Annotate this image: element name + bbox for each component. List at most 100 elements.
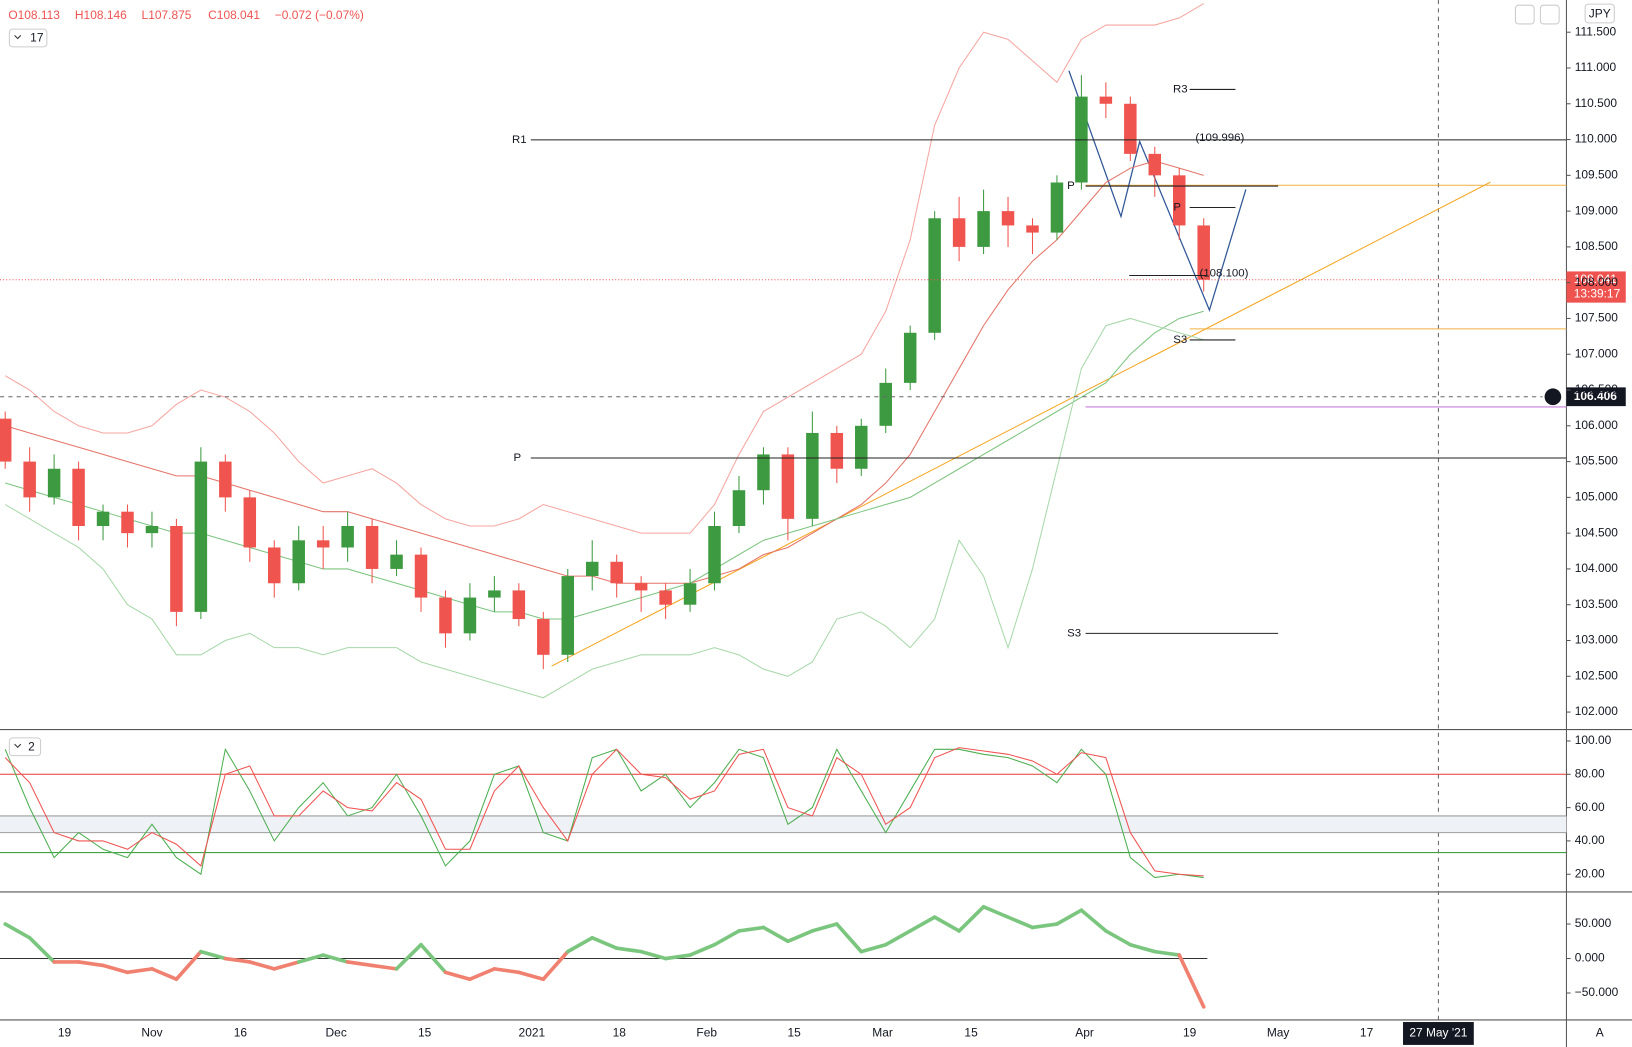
candle-body (977, 211, 990, 247)
oscillator-segment (932, 915, 961, 933)
pivot-label: S3 (1067, 627, 1081, 639)
y-tick-label: 20.00 (1575, 866, 1605, 880)
sub-indicator-toggle[interactable] (8, 737, 42, 757)
pivot-value-label: (108.100) (1200, 267, 1249, 279)
oscillator-segment (614, 946, 643, 954)
x-tick-label: Apr (1075, 1026, 1094, 1040)
candle-body (879, 382, 892, 426)
countdown: 13:39:17 (1574, 286, 1621, 300)
oscillator-segment (1006, 915, 1035, 930)
y-tick-label: 104.000 (1575, 561, 1619, 575)
candle-body (903, 332, 917, 383)
oscillator-segment (419, 942, 448, 975)
oscillator-segment (3, 922, 32, 940)
y-tick-label: 109.500 (1575, 167, 1619, 181)
add-alert-button[interactable] (1544, 388, 1562, 406)
oscillator-segment (223, 956, 252, 964)
currency-box[interactable] (1584, 3, 1615, 24)
ohlc-close: C108.041 (208, 8, 260, 22)
y-tick-label: 100.00 (1575, 733, 1612, 747)
y-tick-label: 108.500 (1575, 239, 1619, 253)
sub-indicator-count: 2 (28, 739, 35, 753)
candle-body (855, 425, 868, 469)
pivot-label: P (1067, 180, 1075, 192)
oscillator-segment (565, 936, 595, 954)
y-tick-label: 50.000 (1575, 916, 1612, 930)
oscillator-segment (834, 922, 864, 954)
mid-band (0, 815, 1567, 833)
oscillator-segment (908, 915, 937, 933)
x-tick-label: Nov (141, 1026, 162, 1040)
y-tick-label: 105.000 (1575, 490, 1619, 504)
y-tick-label: 106.000 (1575, 418, 1619, 432)
last-price: 108.041 (1574, 272, 1618, 286)
candle-body (585, 561, 599, 577)
oscillator-segment (590, 936, 619, 950)
y-tick-label: 110.500 (1575, 96, 1618, 110)
oscillator-segment (541, 949, 570, 982)
candle-body (708, 526, 721, 584)
y-tick-label: 106.500 (1575, 382, 1619, 396)
candle-body (47, 468, 61, 498)
candle-body (463, 597, 477, 634)
candle-body (512, 590, 526, 620)
scroll-button[interactable] (1514, 4, 1535, 25)
candle-body (121, 511, 134, 534)
oscillator-segment (737, 925, 766, 933)
indicator-line (4, 747, 1204, 879)
ohlc-high: H108.146 (75, 8, 127, 22)
oscillator-segment (468, 967, 497, 982)
x-tick-label: 17 (1360, 1026, 1374, 1040)
candle-body (610, 561, 623, 584)
oscillator-segment (859, 942, 888, 954)
reset-button[interactable] (1539, 4, 1560, 25)
candle-body (414, 554, 428, 598)
candle-body (634, 583, 648, 591)
x-tick-label: 18 (613, 1026, 627, 1040)
candle-body (928, 218, 941, 333)
y-tick-label: 104.500 (1575, 525, 1619, 539)
oscillator-segment (370, 963, 399, 971)
candle-body (1001, 211, 1015, 226)
candle-body (292, 540, 305, 584)
oscillator-segment (810, 922, 839, 933)
x-tick-label: Mar (872, 1026, 893, 1040)
indicator-count: 17 (30, 31, 44, 45)
x-tick-label: 15 (787, 1026, 801, 1040)
auto-scale[interactable]: A (1596, 1026, 1604, 1040)
candle-body (1124, 103, 1137, 154)
candle-body (365, 526, 379, 569)
y-tick-label: 110.000 (1575, 132, 1618, 146)
oscillator-segment (761, 925, 790, 944)
indicator-line (4, 317, 1204, 699)
candle-body (23, 461, 36, 498)
pivot-label: P (1173, 202, 1181, 214)
x-tick-label: Feb (696, 1026, 717, 1040)
oscillator-segment (247, 960, 277, 971)
candle-body (1099, 96, 1113, 104)
y-tick-label: 109.000 (1575, 203, 1619, 217)
indicator-toggle[interactable] (8, 28, 48, 48)
pivot-value-label: (109.996) (1195, 132, 1244, 144)
candle-body (488, 590, 501, 598)
x-tick-label: 2021 (519, 1026, 546, 1040)
y-tick-label: 102.500 (1575, 668, 1619, 682)
chevron-icon (14, 35, 22, 40)
oscillator-segment (1030, 922, 1059, 930)
candle-body (1148, 153, 1162, 176)
pivot-label: S3 (1173, 334, 1187, 346)
candle-body (341, 526, 354, 548)
candle-body (219, 461, 232, 498)
date-cursor: 27 May '21 (1409, 1026, 1467, 1040)
oscillator-segment (272, 960, 301, 971)
candle-body (1050, 182, 1064, 233)
candle-body (952, 218, 966, 247)
y-tick-label: 60.00 (1575, 800, 1605, 814)
y-tick-label: 111.000 (1575, 60, 1617, 74)
oscillator-segment (150, 967, 179, 982)
oscillator-segment (174, 949, 203, 982)
oscillator-segment (517, 970, 546, 982)
candle-body (268, 547, 281, 584)
y-tick-label: 111.500 (1575, 24, 1617, 38)
